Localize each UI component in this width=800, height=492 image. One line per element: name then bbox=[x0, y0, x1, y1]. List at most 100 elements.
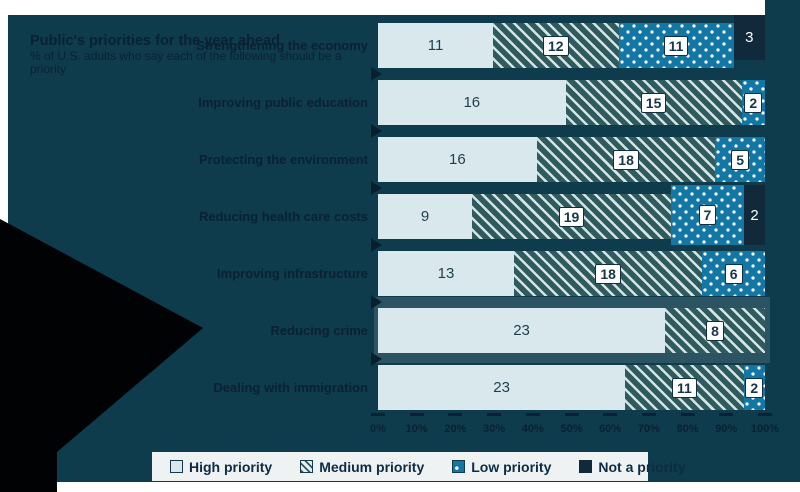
bar-row: 13 18 6 bbox=[378, 251, 765, 296]
row-pointer-chevron bbox=[371, 352, 382, 366]
row-pointer-chevron bbox=[371, 181, 382, 195]
bar-segment-high-priority[interactable]: 9 bbox=[378, 194, 473, 239]
bar-value-label: 2 bbox=[744, 92, 763, 113]
legend-item-high-priority[interactable]: High priority bbox=[170, 459, 272, 475]
bar-segment-not-a-priority[interactable]: 2 bbox=[744, 185, 765, 245]
x-axis-tick-mark bbox=[603, 413, 618, 416]
bar-value-label: 5 bbox=[731, 149, 750, 170]
x-axis-tick-label: 100% bbox=[750, 423, 780, 435]
legend-item-medium-priority[interactable]: Medium priority bbox=[300, 459, 424, 475]
bar-value-label: 19 bbox=[558, 206, 585, 227]
bar-row: 9 19 7 2 bbox=[378, 185, 765, 245]
bar-segment-medium-priority[interactable]: 18 bbox=[513, 251, 703, 296]
x-axis-tick-label: 80% bbox=[676, 423, 699, 435]
bar-value-label: 7 bbox=[698, 205, 717, 225]
x-axis-tick-label: 40% bbox=[521, 423, 544, 435]
x-axis-tick-label: 0% bbox=[370, 423, 386, 435]
bar-segment-high-priority[interactable]: 23 bbox=[378, 308, 666, 353]
bar-segment-medium-priority[interactable]: 19 bbox=[472, 194, 671, 239]
category-label: Improving public education bbox=[198, 94, 368, 110]
bar-segment-high-priority[interactable]: 23 bbox=[378, 365, 626, 410]
bar-row: 16 15 2 bbox=[378, 80, 765, 125]
legend-item-not-a-priority[interactable]: Not a priority bbox=[579, 458, 686, 475]
x-axis-tick-label: 90% bbox=[715, 423, 738, 435]
top-right-background-block bbox=[765, 0, 800, 16]
category-label: Reducing health care costs bbox=[198, 208, 368, 224]
legend-label: High priority bbox=[189, 458, 273, 475]
x-axis-tick-label: 60% bbox=[599, 423, 622, 435]
x-axis-tick-mark bbox=[758, 413, 772, 416]
x-axis-tick-mark bbox=[371, 413, 385, 416]
category-label: Improving infrastructure bbox=[217, 265, 368, 281]
bar-value-label: 8 bbox=[706, 320, 724, 341]
x-axis-tick-mark bbox=[719, 413, 734, 416]
bar-value-label: 23 bbox=[493, 379, 510, 396]
bar-value-label: 16 bbox=[463, 94, 481, 111]
bar-segment-medium-priority[interactable]: 18 bbox=[536, 137, 716, 182]
bar-value-label: 2 bbox=[745, 377, 764, 398]
bar-row: 23 8 bbox=[378, 308, 765, 353]
category-label: Strengthening the economy bbox=[196, 37, 368, 53]
bar-segment-not-a-priority[interactable]: 3 bbox=[733, 15, 765, 60]
legend-label: Not a priority bbox=[598, 458, 686, 475]
bar-value-label: 2 bbox=[750, 206, 759, 224]
legend-swatch-not-a-priority bbox=[579, 460, 593, 473]
glitch-cursor-arrow bbox=[0, 219, 203, 492]
bar-value-label: 11 bbox=[663, 35, 689, 56]
x-axis-tick-mark bbox=[525, 413, 540, 416]
chart-title: Public's priorities for the year ahead bbox=[30, 33, 281, 49]
bar-segment-high-priority[interactable]: 13 bbox=[378, 251, 514, 296]
bar-value-label: 11 bbox=[427, 37, 444, 54]
bar-segment-medium-priority[interactable]: 8 bbox=[665, 308, 765, 353]
x-axis-tick-mark bbox=[448, 413, 463, 416]
bar-segment-low-priority[interactable]: 2 bbox=[743, 365, 765, 410]
bar-segment-medium-priority[interactable]: 15 bbox=[565, 80, 742, 125]
bar-segment-high-priority[interactable]: 11 bbox=[378, 23, 494, 68]
x-axis-tick-mark bbox=[680, 413, 695, 416]
bar-value-label: 23 bbox=[513, 322, 530, 339]
bar-segment-low-priority[interactable]: 6 bbox=[702, 251, 765, 296]
bar-row: 11 12 11 3 bbox=[378, 15, 765, 68]
bar-value-label: 12 bbox=[543, 35, 569, 56]
legend-item-low-priority[interactable]: Low priority bbox=[452, 459, 551, 475]
bar-segment-low-priority[interactable]: 5 bbox=[715, 137, 765, 182]
bar-segment-low-priority[interactable]: 2 bbox=[741, 80, 765, 125]
x-axis-tick-mark bbox=[487, 413, 502, 416]
bar-segment-medium-priority[interactable]: 12 bbox=[493, 23, 619, 68]
x-axis-tick-mark bbox=[409, 413, 424, 416]
legend-label: Low priority bbox=[471, 458, 552, 475]
x-axis-tick-label: 20% bbox=[444, 423, 467, 435]
bar-segment-low-priority[interactable]: 7 bbox=[670, 185, 745, 245]
bar-value-label: 18 bbox=[595, 263, 621, 284]
bar-segment-low-priority[interactable]: 11 bbox=[618, 23, 734, 68]
bar-row: 23 11 2 bbox=[378, 365, 765, 410]
bar-value-label: 11 bbox=[671, 377, 697, 398]
legend: High priority Medium priority Low priori… bbox=[152, 452, 686, 481]
chart-subtitle: % of U.S. adults who say each of the fol… bbox=[30, 49, 342, 76]
x-axis-tick-label: 30% bbox=[483, 423, 506, 435]
bar-value-label: 6 bbox=[724, 263, 743, 284]
x-axis-tick-label: 10% bbox=[405, 423, 428, 435]
bar-value-label: 3 bbox=[745, 29, 754, 46]
x-axis-tick-label: 70% bbox=[637, 423, 660, 435]
legend-swatch-low-priority bbox=[452, 460, 466, 473]
bar-value-label: 15 bbox=[640, 92, 667, 113]
x-axis-tick-mark bbox=[641, 413, 656, 416]
bar-value-label: 18 bbox=[613, 149, 639, 170]
legend-swatch-high-priority bbox=[170, 460, 183, 473]
category-label: Protecting the environment bbox=[198, 151, 368, 167]
category-label: Dealing with immigration bbox=[213, 379, 368, 395]
bar-segment-medium-priority[interactable]: 11 bbox=[625, 365, 744, 410]
row-pointer-chevron bbox=[371, 124, 382, 138]
row-pointer-chevron bbox=[371, 238, 382, 252]
bar-value-label: 13 bbox=[437, 265, 455, 282]
x-axis-tick-mark bbox=[564, 413, 579, 416]
legend-swatch-medium-priority bbox=[300, 460, 314, 473]
legend-label: Medium priority bbox=[319, 458, 425, 475]
bar-segment-high-priority[interactable]: 16 bbox=[378, 137, 537, 182]
x-axis-tick-label: 50% bbox=[560, 423, 583, 435]
category-label: Reducing crime bbox=[270, 322, 368, 338]
row-pointer-chevron bbox=[371, 295, 382, 309]
bar-row: 16 18 5 bbox=[378, 137, 765, 182]
bar-segment-high-priority[interactable]: 16 bbox=[378, 80, 566, 125]
